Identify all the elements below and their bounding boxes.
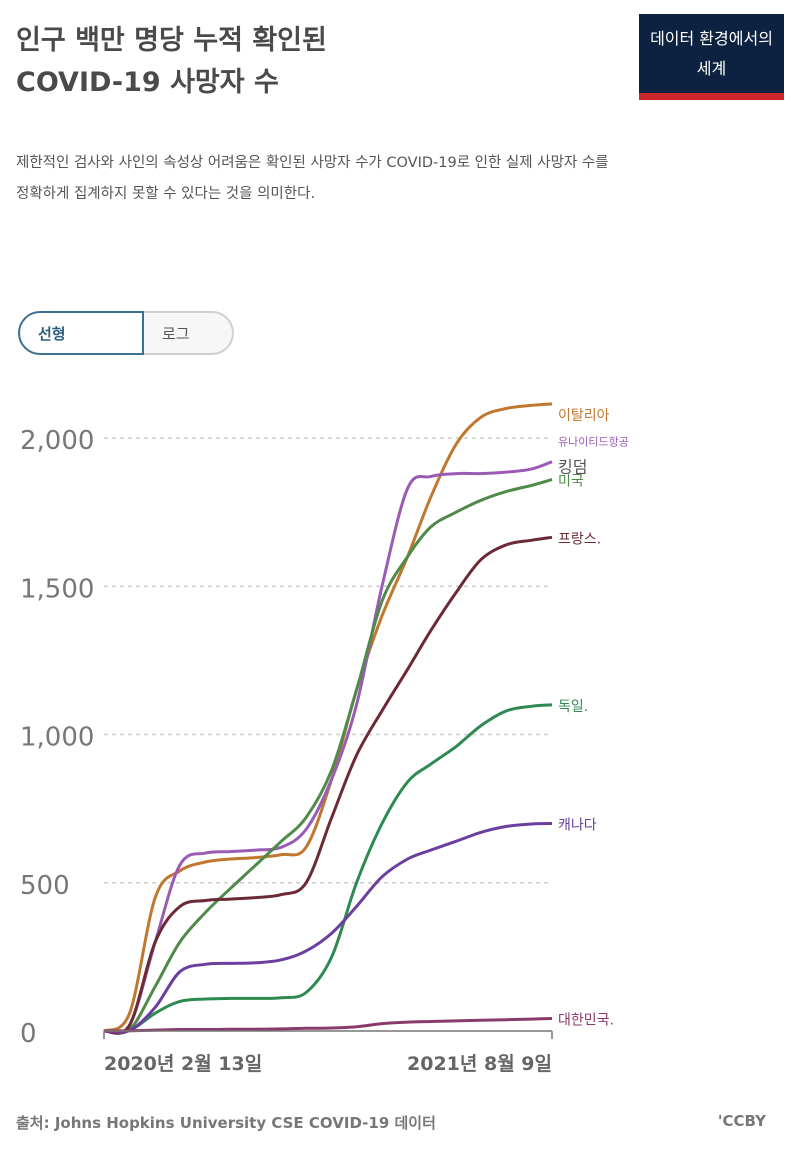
series-label: 캐나다 [558, 817, 597, 833]
x-tick-label-start: 2020년 2월 13일 [104, 1053, 262, 1075]
series-label: 킹덤 [558, 458, 587, 477]
series-label: 대한민국. [558, 1013, 614, 1029]
x-axis: 2020년 2월 13일 2021년 8월 9일 [103, 1030, 553, 1075]
series-label: 독일. [558, 699, 588, 715]
series-label: 유나이티드항공 [558, 436, 629, 449]
series-line[interactable] [103, 460, 553, 1035]
series-line[interactable] [103, 1017, 553, 1033]
logo-line-1: 데이터 환경에서의 [650, 29, 773, 48]
gridlines [104, 437, 552, 884]
owid-logo[interactable]: 데이터 환경에서의 세계 [639, 14, 784, 100]
series-label: 프랑스. [558, 531, 601, 547]
source-note: 출처: Johns Hopkins University CSE COVID-1… [16, 1114, 436, 1132]
subtitle-line-1: 제한적인 검사와 사인의 속성상 어려움은 확인된 사망자 수가 COVID-1… [16, 155, 609, 171]
series-line[interactable] [103, 535, 553, 1035]
x-tick-label-end: 2021년 8월 9일 [407, 1053, 552, 1075]
y-axis-ticks: 0 500 1,000 1,500 2,000 [20, 426, 94, 1049]
series-label: 미국 [558, 474, 584, 490]
y-tick-label: 0 [20, 1019, 37, 1049]
license-note[interactable]: 'CCBY [717, 1112, 766, 1130]
series-label: 이탈리아 [558, 408, 610, 424]
logo-line-2: 세계 [696, 59, 727, 78]
y-tick-label: 1,000 [20, 723, 94, 753]
title-line-1: 인구 백만 명당 누적 확인된 [16, 25, 327, 56]
chart-title: 인구 백만 명당 누적 확인된 COVID-19 사망자 수 [16, 20, 616, 104]
series-line[interactable] [103, 822, 553, 1034]
y-tick-label: 500 [20, 871, 70, 901]
series-line[interactable] [103, 478, 553, 1035]
series-line[interactable] [103, 703, 553, 1034]
y-tick-label: 2,000 [20, 426, 94, 456]
scale-toggle: 선형 로그 [18, 311, 234, 355]
y-tick-label: 1,500 [20, 574, 94, 604]
chart-subtitle: 제한적인 검사와 사인의 속성상 어려움은 확인된 사망자 수가 COVID-1… [16, 148, 706, 210]
linear-scale-button[interactable]: 선형 [18, 311, 144, 355]
series-lines [103, 402, 553, 1035]
title-line-2: COVID-19 사망자 수 [16, 67, 279, 98]
subtitle-line-2: 정확하게 집계하지 못할 수 있다는 것을 의미한다. [16, 186, 316, 202]
log-scale-button[interactable]: 로그 [144, 311, 234, 355]
